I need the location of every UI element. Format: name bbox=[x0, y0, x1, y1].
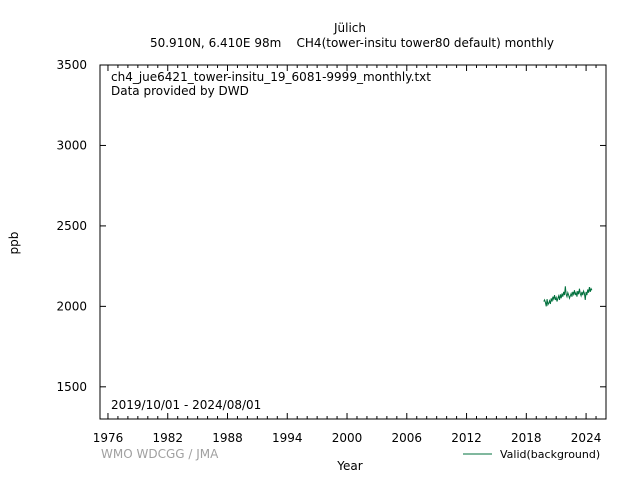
x-tick-label: 2024 bbox=[571, 431, 602, 445]
series-layer bbox=[543, 286, 593, 307]
y-tick-label: 3500 bbox=[56, 58, 87, 72]
y-axis-label: ppb bbox=[7, 232, 21, 255]
x-tick-label: 2000 bbox=[332, 431, 363, 445]
legend-label: Valid(background) bbox=[500, 448, 600, 461]
credit-label: WMO WDCGG / JMA bbox=[101, 447, 219, 461]
y-tick-label: 2500 bbox=[56, 219, 87, 233]
x-tick-label: 2012 bbox=[451, 431, 482, 445]
provider-label: Data provided by DWD bbox=[111, 84, 249, 98]
y-axis-ticks: 1500 2000 2500 3000 3500 bbox=[56, 58, 606, 394]
y-tick-label: 3000 bbox=[56, 138, 87, 152]
x-tick-label: 2006 bbox=[392, 431, 423, 445]
plot-frame bbox=[99, 64, 607, 420]
period-label: 2019/10/01 - 2024/08/01 bbox=[111, 398, 261, 412]
legend: Valid(background) bbox=[463, 448, 600, 461]
x-tick-label: 1988 bbox=[212, 431, 243, 445]
x-axis-ticks: 1976 1982 1988 1994 2000 2006 2012 2018 2024 bbox=[93, 65, 602, 445]
x-tick-label: 2018 bbox=[511, 431, 542, 445]
chart-title: Jülich bbox=[333, 21, 366, 35]
x-tick-label: 1994 bbox=[272, 431, 303, 445]
x-tick-label: 1976 bbox=[93, 431, 124, 445]
x-tick-label: 1982 bbox=[152, 431, 183, 445]
series-line bbox=[543, 286, 593, 307]
y-tick-label: 2000 bbox=[56, 299, 87, 313]
filename-label: ch4_jue6421_tower-insitu_19_6081-9999_mo… bbox=[111, 70, 431, 84]
y-tick-label: 1500 bbox=[56, 380, 87, 394]
chart-subtitle: 50.910N, 6.410E 98m CH4(tower-insitu tow… bbox=[150, 36, 554, 50]
x-axis-label: Year bbox=[336, 459, 362, 473]
